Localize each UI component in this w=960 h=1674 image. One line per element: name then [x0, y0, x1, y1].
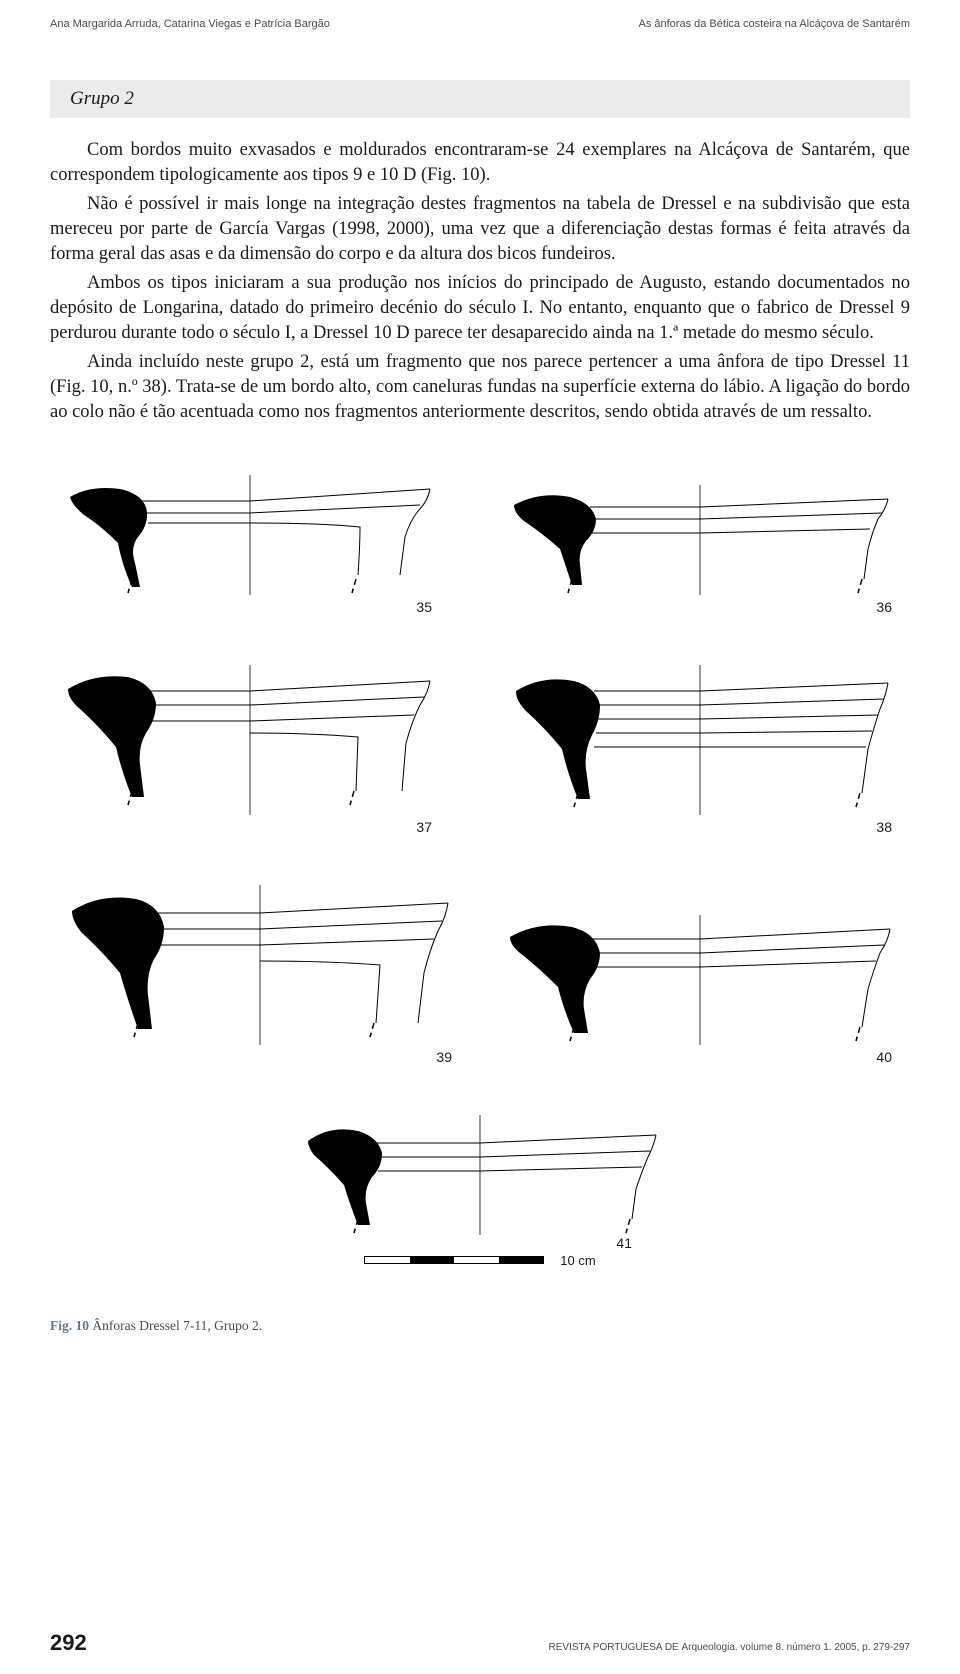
figure-caption: Fig. 10 Ânforas Dressel 7-11, Grupo 2. — [0, 1318, 960, 1334]
heading-bar: Grupo 2 — [50, 80, 910, 118]
amphora-profile-icon — [500, 665, 900, 815]
page-number: 292 — [50, 1630, 87, 1656]
drawing-38: 38 — [500, 665, 900, 835]
drawing-39: 39 — [60, 885, 460, 1065]
fig-label-40: 40 — [876, 1049, 900, 1065]
drawing-35: 35 — [60, 475, 440, 615]
figure-caption-num: Fig. 10 — [50, 1318, 89, 1333]
scale-bar-icon — [364, 1256, 544, 1264]
content-area: Grupo 2 Com bordos muito exvasados e mol… — [0, 40, 960, 1268]
header-article-title: As ânforas da Bética costeira na Alcáçov… — [639, 18, 911, 30]
paragraph-1: Com bordos muito exvasados e moldurados … — [50, 138, 910, 188]
paragraph-4: Ainda incluído neste grupo 2, está um fr… — [50, 350, 910, 425]
amphora-profile-icon — [500, 485, 900, 595]
amphora-profile-icon — [60, 475, 440, 595]
amphora-profile-icon — [500, 915, 900, 1045]
amphora-profile-icon — [280, 1115, 680, 1235]
drawing-40: 40 — [500, 915, 900, 1065]
paragraph-2: Não é possível ir mais longe na integraç… — [50, 192, 910, 267]
fig-label-38: 38 — [876, 819, 900, 835]
journal-prefix: REVISTA PORTUGUESA DE — [549, 1642, 682, 1653]
scale-bar-container: 10 cm — [364, 1253, 595, 1268]
journal-rest: . volume 8. número 1. 2005, p. 279-297 — [735, 1642, 910, 1653]
amphora-profile-icon — [60, 665, 440, 815]
paragraph-3: Ambos os tipos iniciaram a sua produção … — [50, 271, 910, 346]
figure-area: 35 36 — [50, 475, 910, 1268]
page-footer: 292 REVISTA PORTUGUESA DE Arqueologia. v… — [0, 1630, 960, 1656]
scale-label: 10 cm — [560, 1253, 595, 1268]
fig-label-39: 39 — [436, 1049, 460, 1065]
drawing-36: 36 — [500, 485, 900, 615]
drawing-row-1: 35 36 — [60, 475, 900, 615]
fig-label-35: 35 — [416, 599, 440, 615]
fig-label-37: 37 — [416, 819, 440, 835]
header-authors: Ana Margarida Arruda, Catarina Viegas e … — [50, 18, 330, 30]
page-header: Ana Margarida Arruda, Catarina Viegas e … — [0, 0, 960, 40]
drawing-row-4: 41 10 cm — [60, 1115, 900, 1268]
drawing-row-3: 39 40 — [60, 885, 900, 1065]
drawing-row-2: 37 — [60, 665, 900, 835]
figure-caption-text: Ânforas Dressel 7-11, Grupo 2. — [89, 1318, 262, 1333]
group-heading: Grupo 2 — [70, 88, 134, 109]
journal-name: Arqueologia — [682, 1642, 735, 1653]
amphora-profile-icon — [60, 885, 460, 1045]
drawing-41: 41 10 cm — [280, 1115, 680, 1268]
drawing-37: 37 — [60, 665, 440, 835]
fig-label-36: 36 — [876, 599, 900, 615]
fig-label-41: 41 — [616, 1235, 640, 1251]
journal-reference: REVISTA PORTUGUESA DE Arqueologia. volum… — [549, 1642, 911, 1653]
